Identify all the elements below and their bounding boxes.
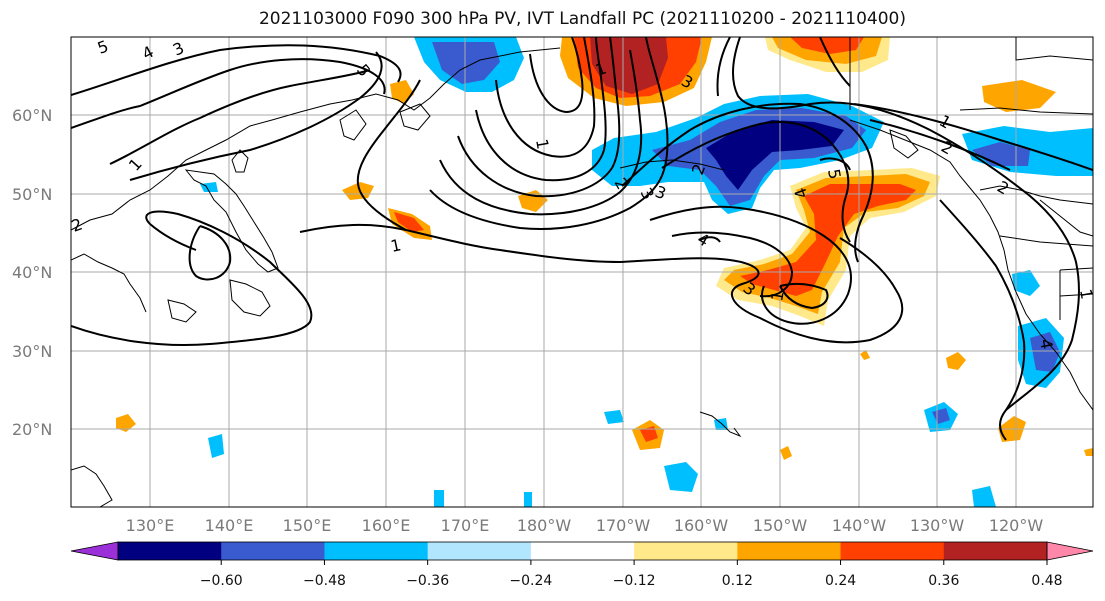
ivt-negative-region xyxy=(200,182,218,192)
ivt-negative-region xyxy=(664,462,698,492)
ivt-positive-region xyxy=(946,352,966,370)
ivt-negative-region xyxy=(432,42,500,84)
contour-label: 1 xyxy=(389,235,403,256)
colorbar-min-extension xyxy=(70,541,119,561)
ivt-positive-region xyxy=(116,414,136,432)
pv-contours xyxy=(71,37,1093,441)
ivt-positive-region xyxy=(1084,448,1093,456)
graticule xyxy=(71,37,1093,507)
colorbar-segments xyxy=(118,542,1048,560)
ivt-negative-region xyxy=(434,490,444,507)
contour-label: 1 xyxy=(1076,287,1096,300)
colorbar-segment xyxy=(943,542,1048,560)
ivt-positive-region xyxy=(790,37,864,54)
ivt-positive-region xyxy=(394,212,424,232)
colorbar-tick-label: −0.48 xyxy=(303,573,346,589)
lon-label: 160°E xyxy=(362,516,411,535)
ivt-negative-region xyxy=(706,120,844,190)
colorbar-tick-label: 0.36 xyxy=(928,573,959,589)
lat-label: 20°N xyxy=(12,420,52,439)
lat-label: 50°N xyxy=(12,185,52,204)
ivt-positive-region xyxy=(342,182,374,200)
lon-label: 130°E xyxy=(126,516,175,535)
ivt-positive-region xyxy=(982,80,1056,112)
map-border xyxy=(70,36,1094,508)
lat-label: 60°N xyxy=(12,106,52,125)
ivt-negative-region xyxy=(208,434,224,458)
lon-label: 170°W xyxy=(596,516,651,535)
colorbar-segment xyxy=(737,542,842,560)
lon-label: 130°W xyxy=(910,516,965,535)
colorbar-tick-label: −0.36 xyxy=(406,573,449,589)
map-title: 2021103000 F090 300 hPa PV, IVT Landfall… xyxy=(258,9,906,29)
lon-label: 160°W xyxy=(674,516,729,535)
colorbar-tick-label: 0.12 xyxy=(722,573,753,589)
ivt-negative-region xyxy=(1030,332,1060,372)
colorbar-tick-label: −0.24 xyxy=(509,573,552,589)
coastlines xyxy=(71,37,1093,507)
lon-label: 140°W xyxy=(832,516,887,535)
colorbar-outline xyxy=(117,541,1048,561)
colorbar-segment xyxy=(221,542,325,560)
lat-label: 30°N xyxy=(12,342,52,361)
colorbar-ticks xyxy=(220,560,1048,565)
ivt-negative-region xyxy=(1012,270,1040,296)
colorbar: −0.60 −0.48 −0.36 −0.24 −0.12 0.12 0.24 0.36 0.4… xyxy=(70,541,1094,589)
colorbar-segment xyxy=(324,542,429,560)
colorbar-tick-label: −0.60 xyxy=(200,573,243,589)
ivt-positive-region xyxy=(780,446,792,460)
lon-label: 170°E xyxy=(441,516,490,535)
lon-label: 150°W xyxy=(753,516,808,535)
ivt-negative-region xyxy=(524,492,532,507)
latitude-labels: 60°N 50°N 40°N 30°N 20°N xyxy=(12,106,52,439)
colorbar-max-extension xyxy=(1046,541,1094,561)
colorbar-tick-labels: −0.60 −0.48 −0.36 −0.24 −0.12 0.12 0.24 0.36 0.4… xyxy=(200,573,1063,589)
lon-label: 120°W xyxy=(989,516,1044,535)
lon-label: 140°E xyxy=(205,516,254,535)
colorbar-tick-label: 0.48 xyxy=(1031,573,1062,589)
colorbar-segment xyxy=(118,542,222,560)
lat-label: 40°N xyxy=(12,263,52,282)
lon-label: 180°W xyxy=(517,516,572,535)
longitude-labels: 130°E 140°E 150°E 160°E 170°E 180°W 170°… xyxy=(126,516,1044,535)
colorbar-segment xyxy=(427,542,532,560)
ivt-negative-region xyxy=(972,486,996,507)
contour-label: 5 xyxy=(824,167,844,180)
ivt-positive-region xyxy=(860,350,870,360)
colorbar-segment xyxy=(634,542,738,560)
colorbar-tick-label: 0.24 xyxy=(825,573,856,589)
contour-label: 1 xyxy=(767,289,787,302)
lon-label: 150°E xyxy=(283,516,332,535)
ivt-negative-region xyxy=(604,410,624,424)
contour-label: 4 xyxy=(1036,337,1056,350)
colorbar-segment xyxy=(840,542,945,560)
colorbar-tick-label: −0.12 xyxy=(613,573,656,589)
colorbar-segment xyxy=(530,542,635,560)
contour-label: 1 xyxy=(532,137,552,150)
ivt-positive-region xyxy=(640,426,658,442)
